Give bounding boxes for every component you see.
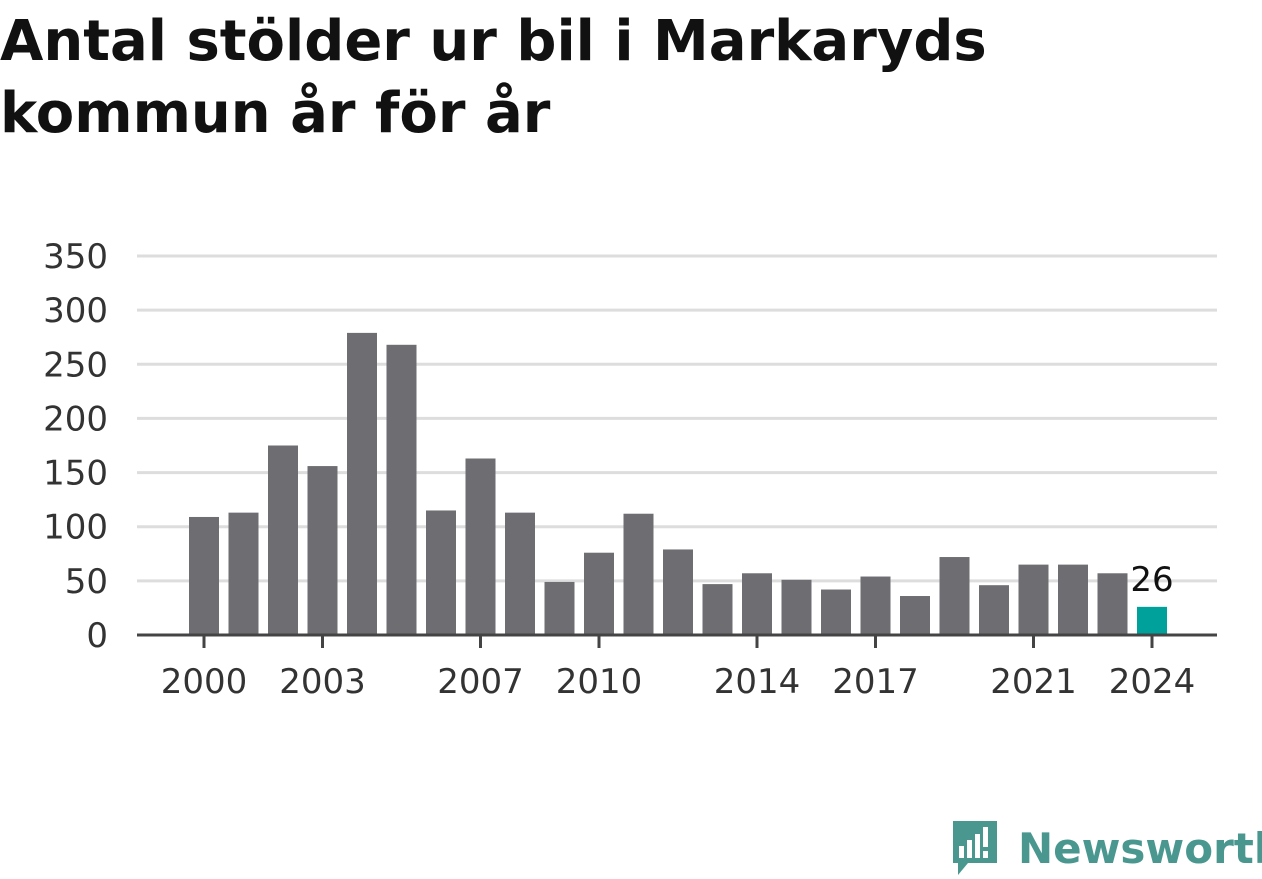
bar-2005 [386, 344, 417, 635]
bar-2002 [268, 445, 298, 635]
bar-2018 [900, 596, 930, 635]
newsworthy-logo-icon [953, 821, 997, 875]
chart-title: Antal stölder ur bil i Markaryds kommun … [0, 9, 987, 146]
grid-lines [137, 254, 1217, 583]
bar-2017 [860, 576, 891, 635]
bar-2015 [781, 579, 812, 635]
x-tick-label: 2000 [161, 662, 248, 702]
bar-2001 [228, 512, 259, 635]
x-tick-label: 2024 [1109, 662, 1196, 702]
bar-2013 [702, 584, 733, 635]
bar-2023 [1097, 573, 1128, 635]
bar-2007 [465, 458, 496, 635]
bar-2020 [979, 585, 1009, 635]
bar-2008 [505, 512, 535, 635]
y-tick-label: 350 [43, 237, 108, 277]
bar-2014 [742, 573, 772, 635]
bar-2006 [426, 510, 456, 635]
y-tick-label: 200 [43, 399, 108, 439]
bar-2000 [189, 516, 219, 635]
x-tick-label: 2017 [832, 662, 919, 702]
x-tick-label: 2003 [279, 662, 366, 702]
bar-2011 [623, 513, 654, 635]
bar-2021 [1018, 564, 1049, 635]
bar-2004 [347, 332, 377, 635]
x-tick-label: 2010 [556, 662, 643, 702]
bar-2016 [821, 589, 851, 635]
bar-2019 [939, 557, 970, 635]
y-tick-label: 50 [65, 562, 108, 602]
bar-2009 [544, 581, 575, 635]
bar-2003 [307, 466, 338, 635]
y-tick-label: 150 [43, 454, 108, 494]
data-labels: 26 [1130, 560, 1173, 600]
x-tick-label: 2014 [714, 662, 801, 702]
y-axis-ticks: 0 50 100 150 200 250 300 350 [43, 237, 108, 656]
x-axis-ticks: 2000 2003 2007 2010 2014 2017 2021 2024 [161, 635, 1196, 702]
brand-logo: Newsworthy [950, 818, 1262, 878]
x-tick-label: 2007 [437, 662, 524, 702]
y-tick-label: 250 [43, 345, 108, 385]
y-tick-label: 0 [86, 616, 108, 656]
bar-2010 [584, 552, 614, 635]
bar-2024 [1137, 606, 1167, 635]
bar-value-label: 26 [1130, 560, 1173, 600]
brand-name: Newsworthy [1018, 823, 1262, 873]
y-tick-label: 300 [43, 291, 108, 331]
bar-2022 [1058, 564, 1088, 635]
x-tick-label: 2021 [990, 662, 1077, 702]
bar-2012 [663, 549, 693, 635]
y-tick-label: 100 [43, 508, 108, 548]
bars [189, 332, 1167, 635]
